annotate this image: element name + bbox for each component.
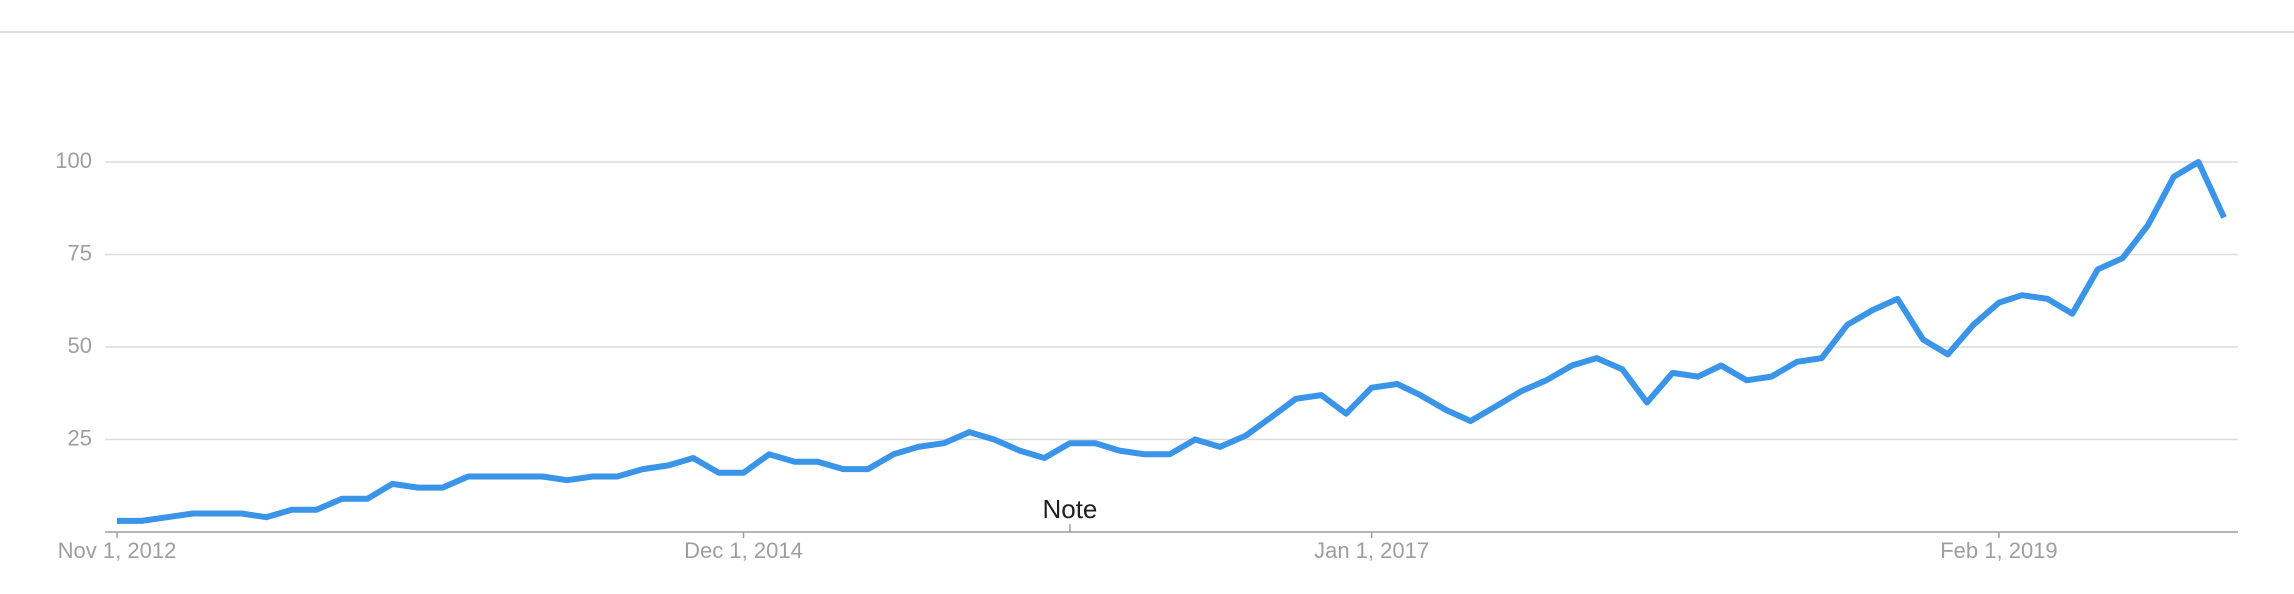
y-tick-label: 50 — [68, 333, 92, 358]
x-tick-label: Nov 1, 2012 — [58, 538, 177, 563]
annotation-text: Note — [1042, 494, 1097, 524]
x-tick-label: Dec 1, 2014 — [684, 538, 803, 563]
line — [117, 159, 2227, 524]
x-tick-label: Jan 1, 2017 — [1314, 538, 1429, 563]
y-tick-label: 100 — [55, 148, 92, 173]
y-tick-label: 25 — [68, 425, 92, 450]
x-tick-label: Feb 1, 2019 — [1940, 538, 2057, 563]
y-tick-label: 75 — [68, 240, 92, 265]
